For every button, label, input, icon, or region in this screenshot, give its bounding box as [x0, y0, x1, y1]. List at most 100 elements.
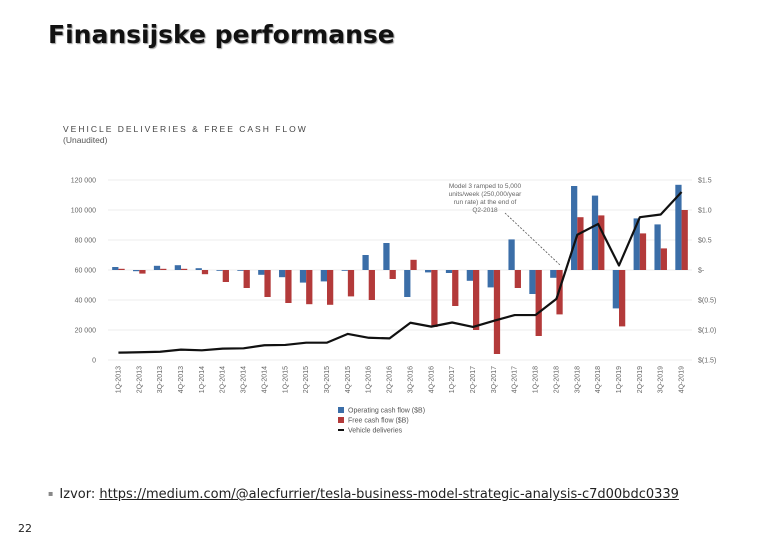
x-axis: 1Q-2013 2Q-2013 3Q-2013 4Q-2013 1Q-2014 2Q-20…: [115, 366, 685, 393]
legend-swatch: [338, 407, 344, 413]
right-tick-label: $-: [698, 268, 705, 275]
fcf-bar: [493, 270, 501, 354]
fcf-bar: [160, 268, 167, 270]
x-tick-label: 2Q-2019: [637, 366, 644, 393]
annotation-text: Model 3 ramped to 5,000 units/week (250,0…: [449, 183, 522, 214]
ocf-bar: [383, 243, 390, 270]
x-tick-label: 4Q-2013: [178, 366, 185, 393]
left-tick-label: 100 000: [71, 208, 96, 215]
fcf-bar: [577, 217, 584, 270]
x-tick-label: 1Q-2016: [366, 366, 373, 393]
fcf-bar: [264, 270, 271, 297]
ocf-bar: [654, 224, 661, 270]
x-tick-label: 4Q-2015: [345, 366, 352, 393]
x-tick-label: 1Q-2018: [533, 366, 540, 393]
right-tick-label: $(1.0): [698, 328, 716, 335]
x-tick-label: 3Q-2016: [407, 366, 414, 393]
ocf-bar: [550, 270, 557, 278]
x-tick-label: 2Q-2018: [553, 366, 560, 393]
fcf-bar: [598, 215, 605, 270]
left-tick-label: 40 000: [75, 298, 97, 305]
ocf-bar: [362, 255, 369, 270]
ocf-bar: [299, 270, 307, 283]
x-tick-label: 3Q-2017: [491, 366, 498, 393]
ocf-bar: [237, 270, 244, 271]
annotation-line: units/week (250,000/year: [449, 191, 522, 198]
legend-swatch: [338, 417, 344, 423]
chart-subtitle: (Unaudited): [63, 135, 108, 145]
fcf-bar: [139, 270, 146, 274]
ocf-bar: [487, 270, 494, 288]
right-tick-label: $(0.5): [698, 298, 716, 305]
x-tick-label: 2Q-2014: [220, 366, 227, 393]
fcf-bar: [681, 210, 688, 270]
ocf-bar: [195, 268, 202, 270]
legend-label: Vehicle deliveries: [348, 428, 403, 435]
ocf-bar: [571, 186, 578, 270]
fcf-bar: [473, 270, 480, 330]
legend-label: Free cash flow ($B): [348, 418, 409, 425]
fcf-bar: [327, 270, 334, 305]
slide-title: Finansijske performanse: [48, 20, 395, 49]
ocf-bar: [466, 270, 473, 281]
annotation-line: Model 3 ramped to 5,000: [449, 183, 522, 190]
page-number: 22: [18, 522, 32, 535]
x-tick-label: 2Q-2017: [470, 366, 477, 393]
ocf-bar: [320, 270, 327, 282]
left-tick-label: 80 000: [75, 238, 97, 245]
ocf-bar: [174, 265, 181, 270]
x-tick-label: 1Q-2013: [115, 366, 122, 393]
right-axis: $1.5 $1.0 $0.5 $- $(0.5) $(1.0) $(1.5): [698, 178, 716, 365]
ocf-bar: [633, 218, 640, 270]
source-link[interactable]: https://medium.com/@alecfurrier/tesla-bu…: [99, 487, 679, 502]
right-tick-label: $1.5: [698, 178, 712, 185]
deliveries-polyline: [118, 191, 683, 354]
x-tick-label: 2Q-2015: [303, 366, 310, 393]
ocf-bar: [404, 270, 411, 297]
ocf-bar: [258, 270, 265, 275]
ocf-bar: [612, 270, 619, 309]
x-tick-label: 4Q-2018: [595, 366, 602, 393]
left-tick-label: 20 000: [75, 328, 97, 335]
fcf-bar: [347, 270, 355, 297]
right-tick-label: $1.0: [698, 208, 712, 215]
x-tick-label: 3Q-2015: [324, 366, 331, 393]
fcf-bar: [285, 270, 292, 303]
x-tick-label: 4Q-2019: [679, 366, 686, 393]
x-tick-label: 2Q-2013: [136, 366, 143, 393]
chart: VEHICLE DELIVERIES & FREE CASH FLOW (Una…: [63, 124, 716, 435]
x-tick-label: 3Q-2019: [658, 366, 665, 393]
ocf-bar: [153, 265, 161, 270]
left-tick-label: 120 000: [71, 178, 96, 185]
x-tick-label: 3Q-2014: [241, 366, 248, 393]
fcf-bar: [389, 270, 396, 279]
ocf-bar: [425, 270, 432, 273]
fcf-bar: [514, 270, 521, 288]
left-axis: 0 20 000 40 000 60 000 80 000 100 000 120 000: [71, 178, 96, 365]
left-tick-label: 0: [92, 358, 96, 365]
fcf-bar: [660, 248, 667, 270]
ocf-bar: [591, 195, 599, 270]
annotation: Model 3 ramped to 5,000 units/week (250,0…: [449, 183, 561, 266]
x-tick-label: 2Q-2016: [387, 366, 394, 393]
fcf-bar: [222, 270, 229, 282]
x-tick-label: 1Q-2019: [616, 366, 623, 393]
ocf-bar: [341, 270, 348, 271]
fcf-bar: [306, 270, 313, 305]
ocf-bar: [112, 267, 119, 270]
ocf-bar: [675, 184, 682, 270]
annotation-pointer: [504, 212, 561, 266]
deliveries-line: [118, 191, 683, 354]
legend-label: Operating cash flow ($B): [348, 408, 425, 415]
fcf-bar: [639, 233, 647, 270]
ocf-bar: [216, 270, 223, 271]
ocf-bar: [133, 270, 140, 272]
x-tick-label: 3Q-2018: [574, 366, 581, 393]
fcf-bar: [181, 268, 188, 270]
annotation-line: run rate) at the end of: [454, 199, 517, 206]
ocf-bar: [445, 270, 453, 273]
fcf-bar: [368, 270, 375, 300]
left-tick-label: 60 000: [75, 268, 97, 275]
source-note: ▪ Izvor: https://medium.com/@alecfurrier/…: [48, 487, 738, 504]
x-tick-label: 1Q-2014: [199, 366, 206, 393]
